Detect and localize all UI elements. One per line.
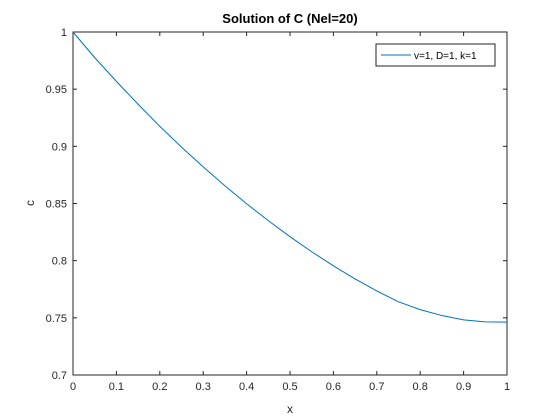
x-tick-label: 0.5 bbox=[282, 381, 297, 393]
x-tick-label: 0.1 bbox=[109, 381, 124, 393]
x-tick-label: 1 bbox=[504, 381, 510, 393]
y-tick-label: 0.8 bbox=[52, 256, 67, 268]
series-group bbox=[72, 31, 508, 323]
x-axis-label: x bbox=[287, 402, 293, 416]
legend: v=1, D=1, k=1 bbox=[375, 43, 496, 67]
y-tick-label: 0.9 bbox=[52, 141, 67, 153]
x-tick-label: 0.3 bbox=[196, 381, 211, 393]
y-tick-label: 0.95 bbox=[46, 84, 67, 96]
y-tick-label: 0.85 bbox=[46, 199, 67, 211]
y-axis-label: c bbox=[23, 200, 37, 206]
chart-title: Solution of C (Nel=20) bbox=[222, 11, 357, 26]
x-tick-label: 0.8 bbox=[413, 381, 428, 393]
y-tick-label: 1 bbox=[61, 27, 67, 39]
legend-entry-label: v=1, D=1, k=1 bbox=[414, 51, 477, 62]
plot-area bbox=[72, 31, 508, 376]
x-tick-label: 0.9 bbox=[456, 381, 471, 393]
x-tick-label: 0.6 bbox=[326, 381, 341, 393]
x-tick-label: 0.7 bbox=[369, 381, 384, 393]
x-tick-label: 0.2 bbox=[152, 381, 167, 393]
x-tick-label: 0 bbox=[70, 381, 76, 393]
y-tick-label: 0.7 bbox=[52, 370, 67, 382]
x-tick-label: 0.4 bbox=[239, 381, 254, 393]
legend-box bbox=[375, 43, 496, 67]
y-tick-label: 0.75 bbox=[46, 313, 67, 325]
series-line bbox=[72, 31, 508, 323]
axis-ticks: 0 0.1 0.2 0.3 0.4 0.5 0.6 0.7 0.8 0.9 1 0.7 0.75 0.8 0… bbox=[46, 27, 510, 393]
